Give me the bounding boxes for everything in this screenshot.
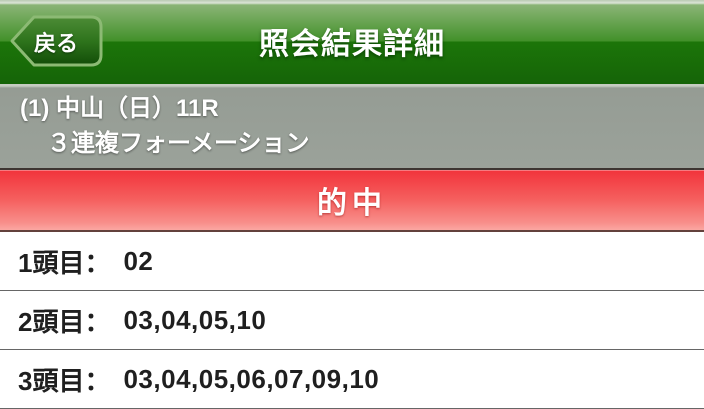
selection-row-1: 1頭目： 02 [0, 232, 704, 291]
selection-label: 3頭目： [18, 365, 111, 396]
hit-status-banner: 的中 [0, 170, 704, 232]
page-title: 照会結果詳細 [259, 28, 445, 61]
selection-value: 03,04,05,06,07,09,10 [123, 363, 380, 394]
bet-type: ３連複フォーメーション [47, 130, 310, 157]
back-button[interactable]: 戻る [8, 14, 104, 68]
selection-label: 2頭目： [18, 306, 111, 337]
hit-status-label: 的中 [317, 187, 387, 220]
selection-label: 1頭目： [18, 247, 111, 278]
title-bar: 戻る 照会結果詳細 [0, 0, 704, 84]
selection-value: 03,04,05,10 [123, 304, 267, 335]
back-arrow-shape [10, 15, 103, 67]
race-name: (1) 中山（日）11R [20, 95, 219, 122]
race-info-panel: (1) 中山（日）11R ３連複フォーメーション [0, 84, 704, 170]
back-button-label: 戻る [33, 30, 78, 56]
selection-row-2: 2頭目： 03,04,05,10 [0, 291, 704, 350]
selection-value: 02 [123, 245, 154, 276]
selection-row-3: 3頭目： 03,04,05,06,07,09,10 [0, 350, 704, 409]
